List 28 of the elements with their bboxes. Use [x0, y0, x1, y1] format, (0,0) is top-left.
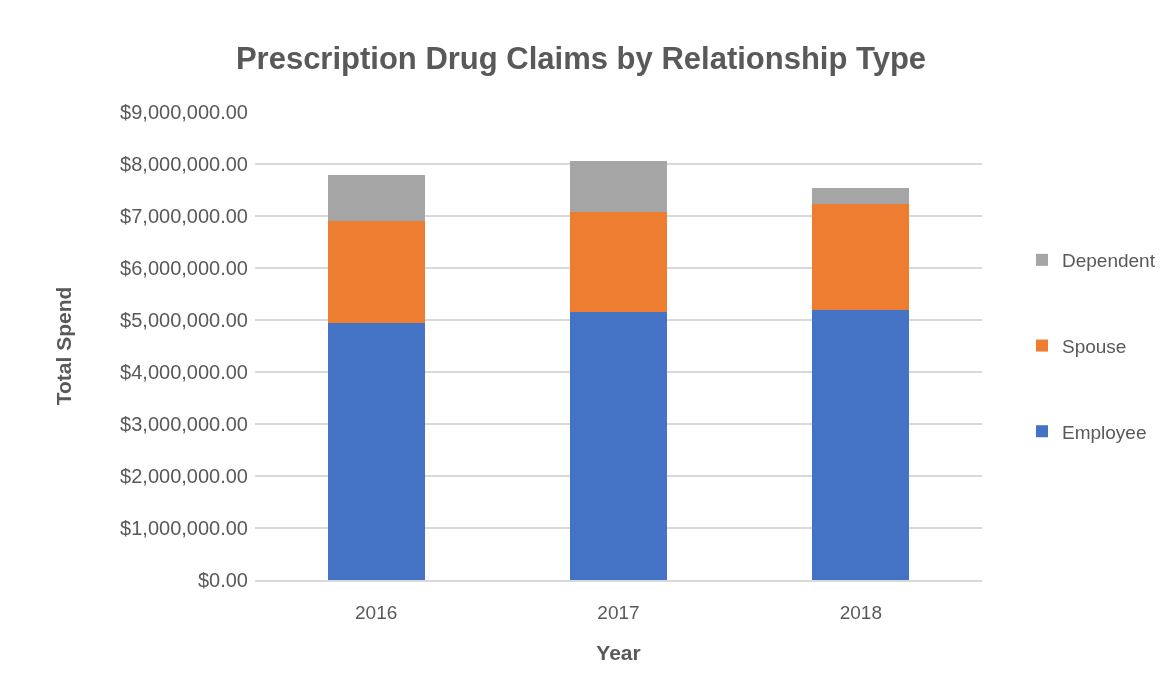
- x-tick-label: 2018: [839, 601, 882, 623]
- legend-label: Spouse: [1061, 335, 1127, 357]
- bar: [812, 309, 910, 580]
- y-tick-label: $6,000,000.00: [120, 257, 248, 279]
- y-tick-label: $4,000,000.00: [120, 361, 248, 383]
- bar: [812, 203, 910, 310]
- bar: [812, 188, 910, 204]
- y-tick-label: $0.00: [197, 569, 248, 591]
- legend-label: Employee: [1061, 421, 1147, 443]
- bar: [327, 323, 425, 580]
- y-tick-label: $1,000,000.00: [120, 517, 248, 539]
- x-tick-label: 2017: [597, 601, 640, 623]
- y-tick-label: $5,000,000.00: [120, 309, 248, 331]
- y-tick-label: $7,000,000.00: [120, 205, 248, 227]
- bar: [570, 211, 667, 313]
- chart-title: Prescription Drug Claims by Relationship Type: [235, 40, 927, 76]
- bar: [570, 160, 667, 212]
- bar: [570, 312, 667, 580]
- y-tick-label: $2,000,000.00: [120, 465, 248, 487]
- x-tick-label: 2016: [355, 601, 398, 623]
- x-axis-title: Year: [596, 641, 641, 665]
- legend-label: Dependent: [1061, 250, 1156, 272]
- bar: [327, 220, 425, 324]
- y-tick-label: $8,000,000.00: [120, 153, 248, 175]
- y-tick-label: $9,000,000.00: [120, 101, 248, 123]
- y-tick-label: $3,000,000.00: [120, 413, 248, 435]
- bar: [327, 175, 425, 221]
- y-axis-title: Total Spend: [52, 286, 76, 406]
